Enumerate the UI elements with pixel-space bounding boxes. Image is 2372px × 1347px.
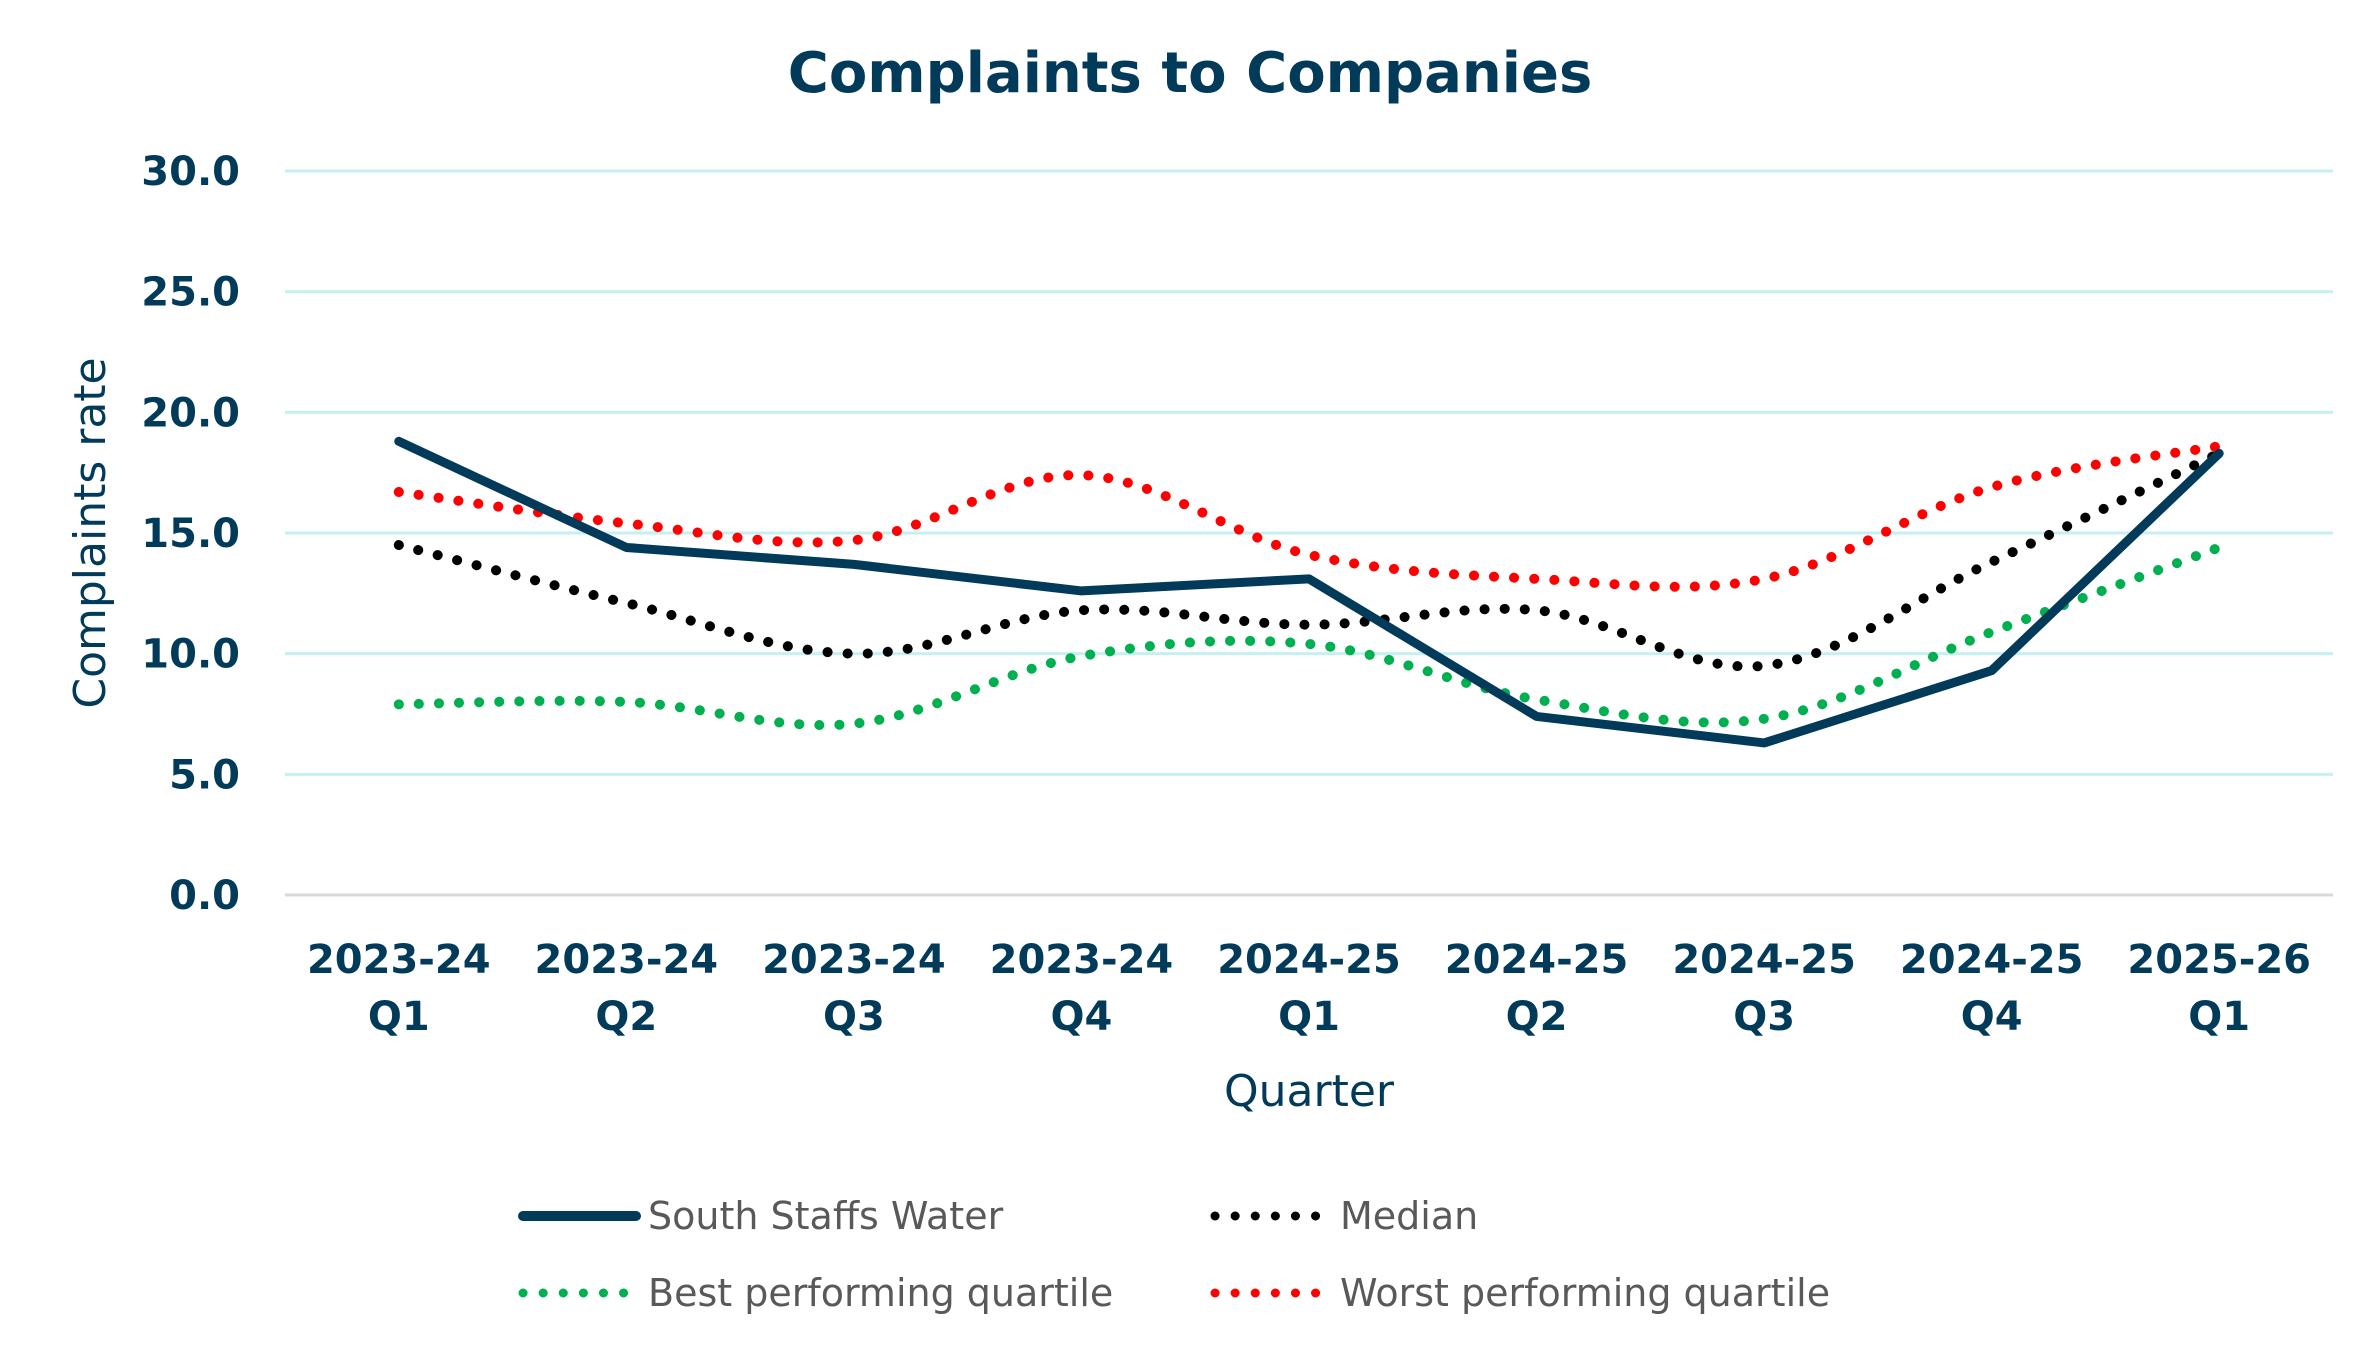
x-tick-label-quarter: Q4 xyxy=(1051,994,1113,1040)
x-axis-ticks: 2023-24 Q1 2023-24 Q2 2023-24 Q3 2023-24 Q4 2024… xyxy=(307,937,2311,1040)
x-tick-label-quarter: Q3 xyxy=(1733,994,1795,1040)
x-tick-label-quarter: Q1 xyxy=(368,994,430,1040)
x-tick-label-year: 2023-24 xyxy=(990,937,1174,983)
series-line-south-staffs-water xyxy=(394,436,2224,748)
y-tick-label: 5.0 xyxy=(169,752,240,798)
x-tick-label-year: 2024-25 xyxy=(1445,937,1629,983)
legend-item-median: Median xyxy=(1210,1194,1478,1238)
legend: South Staffs Water Median Best performing … xyxy=(518,1194,1830,1315)
y-tick-label: 30.0 xyxy=(141,149,240,195)
x-tick-label-quarter: Q2 xyxy=(595,994,657,1040)
x-tick-label-quarter: Q3 xyxy=(823,994,885,1040)
x-tick-label-year: 2023-24 xyxy=(535,937,719,983)
legend-label: South Staffs Water xyxy=(648,1194,1004,1238)
y-axis-label: Complaints rate xyxy=(65,357,116,708)
y-tick-label: 20.0 xyxy=(141,390,240,436)
x-tick-label-year: 2024-25 xyxy=(1217,937,1401,983)
legend-label: Worst performing quartile xyxy=(1340,1271,1830,1315)
legend-label: Median xyxy=(1340,1194,1478,1238)
legend-label: Best performing quartile xyxy=(648,1271,1113,1315)
x-axis-label: Quarter xyxy=(1224,1066,1395,1117)
series-line-best-performing-quartile xyxy=(393,542,2225,731)
gridlines xyxy=(285,169,2333,897)
y-tick-label: 25.0 xyxy=(141,270,240,316)
x-tick-label-year: 2024-25 xyxy=(1900,937,2084,983)
x-tick-label-year: 2024-25 xyxy=(1672,937,1856,983)
x-tick-label-year: 2025-26 xyxy=(2127,937,2311,983)
legend-item-south-staffs-water: South Staffs Water xyxy=(518,1194,1004,1238)
y-tick-label: 0.0 xyxy=(169,873,240,919)
legend-item-worst-performing-quartile: Worst performing quartile xyxy=(1210,1271,1830,1315)
series-line-median xyxy=(393,448,2225,672)
series-lines xyxy=(393,436,2225,748)
y-axis-ticks: 0.0 5.0 10.0 15.0 20.0 25.0 30.0 xyxy=(141,149,240,919)
x-tick-label-quarter: Q2 xyxy=(1506,994,1568,1040)
x-tick-label-quarter: Q4 xyxy=(1961,994,2023,1040)
series-line-worst-performing-quartile xyxy=(393,441,2225,592)
legend-item-best-performing-quartile: Best performing quartile xyxy=(518,1271,1113,1315)
x-tick-label-quarter: Q1 xyxy=(1278,994,1340,1040)
y-tick-label: 15.0 xyxy=(141,511,240,557)
x-tick-label-year: 2023-24 xyxy=(307,937,491,983)
x-tick-label-year: 2023-24 xyxy=(762,937,946,983)
x-tick-label-quarter: Q1 xyxy=(2188,994,2250,1040)
y-tick-label: 10.0 xyxy=(141,632,240,678)
chart-title: Complaints to Companies xyxy=(788,41,1593,106)
